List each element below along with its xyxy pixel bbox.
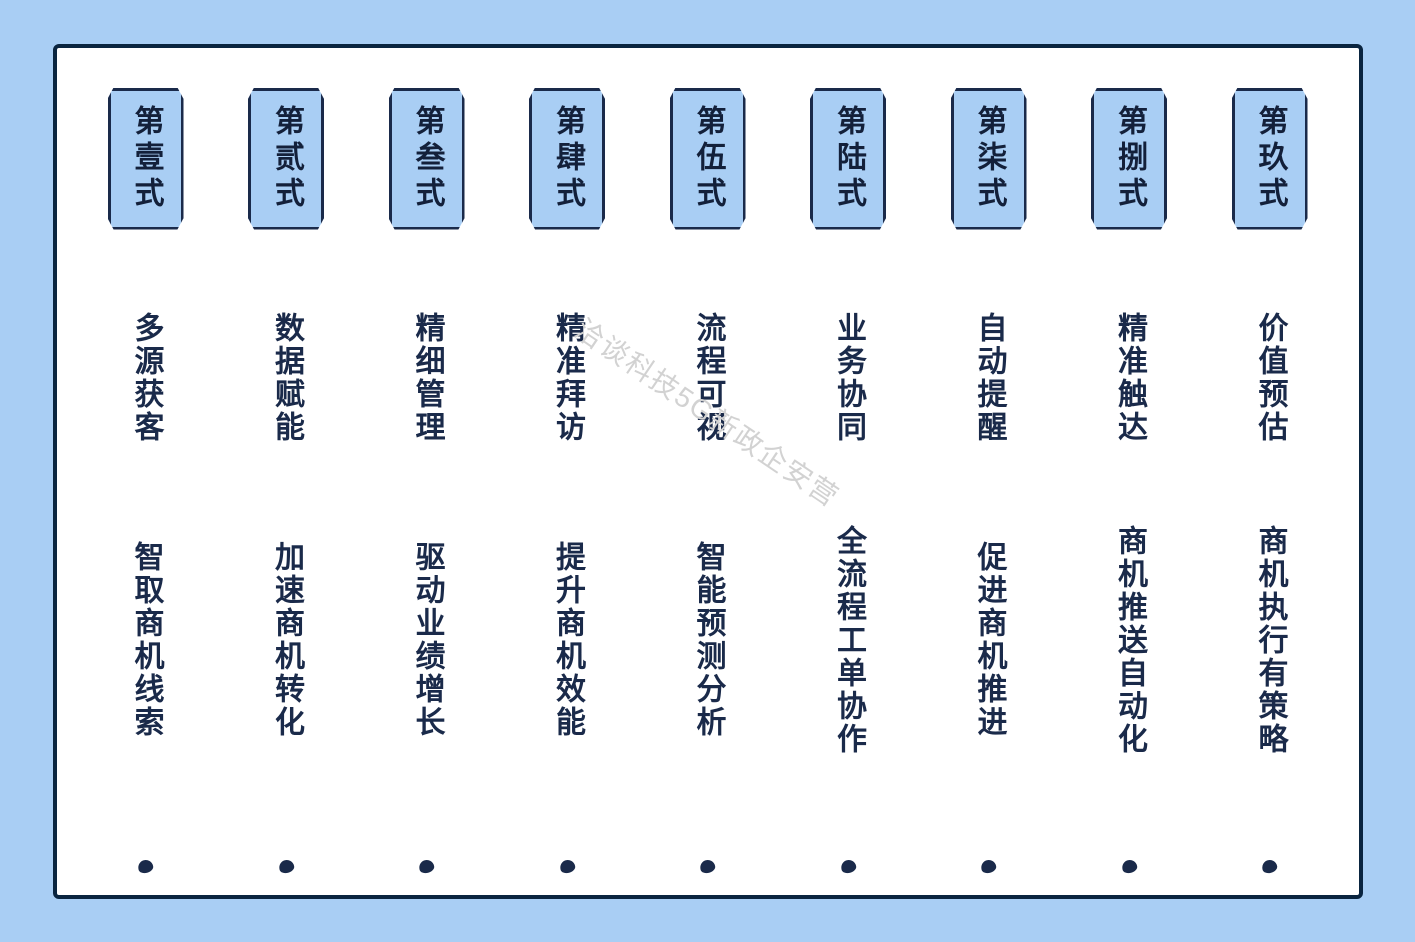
ticket-label-5: 第伍式 xyxy=(686,105,730,213)
dot-icon xyxy=(980,858,998,874)
column-6: 第陆式 业务协同 全流程工单协作 xyxy=(789,88,907,778)
ticket-label-7: 第柒式 xyxy=(967,105,1011,213)
col6-line1: 业务协同 xyxy=(826,278,870,478)
col7-line1: 自动提醒 xyxy=(967,278,1011,478)
column-7: 第柒式 自动提醒 促进商机推进 xyxy=(930,88,1048,778)
col3-line1: 精细管理 xyxy=(405,278,449,478)
ticket-label-6: 第陆式 xyxy=(826,105,870,213)
ticket-4: 第肆式 xyxy=(529,88,605,230)
column-5: 第伍式 流程可视 智能预测分析 xyxy=(649,88,767,778)
ticket-label-9: 第玖式 xyxy=(1248,105,1292,213)
ticket-6: 第陆式 xyxy=(810,88,886,230)
dot-icon xyxy=(558,858,576,874)
col8-line2: 商机推送自动化 xyxy=(1107,503,1151,778)
main-panel: 第壹式 多源获客 智取商机线索 第贰式 数据赋能 加速商机转化 第叁式 精细管理… xyxy=(53,44,1363,899)
column-8: 第捌式 精准触达 商机推送自动化 xyxy=(1070,88,1188,778)
col6-line2: 全流程工单协作 xyxy=(826,503,870,778)
col2-line1: 数据赋能 xyxy=(264,278,308,478)
ticket-1: 第壹式 xyxy=(108,88,184,230)
col5-line2: 智能预测分析 xyxy=(686,503,730,778)
col4-line2: 提升商机效能 xyxy=(545,503,589,778)
dot-icon xyxy=(839,858,857,874)
dot-row xyxy=(87,860,1329,873)
col9-line1: 价值预估 xyxy=(1248,278,1292,478)
dot-icon xyxy=(1261,858,1279,874)
col2-line2: 加速商机转化 xyxy=(264,503,308,778)
col9-line2: 商机执行有策略 xyxy=(1248,503,1292,778)
column-2: 第贰式 数据赋能 加速商机转化 xyxy=(227,88,345,778)
dot-icon xyxy=(418,858,436,874)
ticket-2: 第贰式 xyxy=(248,88,324,230)
column-9: 第玖式 价值预估 商机执行有策略 xyxy=(1211,88,1329,778)
dot-icon xyxy=(277,858,295,874)
ticket-label-2: 第贰式 xyxy=(264,105,308,213)
ticket-8: 第捌式 xyxy=(1091,88,1167,230)
ticket-7: 第柒式 xyxy=(951,88,1027,230)
ticket-label-1: 第壹式 xyxy=(124,105,168,213)
ticket-label-4: 第肆式 xyxy=(545,105,589,213)
ticket-3: 第叁式 xyxy=(389,88,465,230)
ticket-label-3: 第叁式 xyxy=(405,105,449,213)
col1-line2: 智取商机线索 xyxy=(124,503,168,778)
col7-line2: 促进商机推进 xyxy=(967,503,1011,778)
dot-icon xyxy=(1120,858,1138,874)
ticket-9: 第玖式 xyxy=(1232,88,1308,230)
col1-line1: 多源获客 xyxy=(124,278,168,478)
col5-line1: 流程可视 xyxy=(686,278,730,478)
ticket-5: 第伍式 xyxy=(670,88,746,230)
column-1: 第壹式 多源获客 智取商机线索 xyxy=(87,88,205,778)
column-4: 第肆式 精准拜访 提升商机效能 xyxy=(508,88,626,778)
column-3: 第叁式 精细管理 驱动业绩增长 xyxy=(368,88,486,778)
col3-line2: 驱动业绩增长 xyxy=(405,503,449,778)
col4-line1: 精准拜访 xyxy=(545,278,589,478)
dot-icon xyxy=(699,858,717,874)
ticket-label-8: 第捌式 xyxy=(1107,105,1151,213)
dot-icon xyxy=(137,858,155,874)
col8-line1: 精准触达 xyxy=(1107,278,1151,478)
columns-container: 第壹式 多源获客 智取商机线索 第贰式 数据赋能 加速商机转化 第叁式 精细管理… xyxy=(87,88,1329,778)
